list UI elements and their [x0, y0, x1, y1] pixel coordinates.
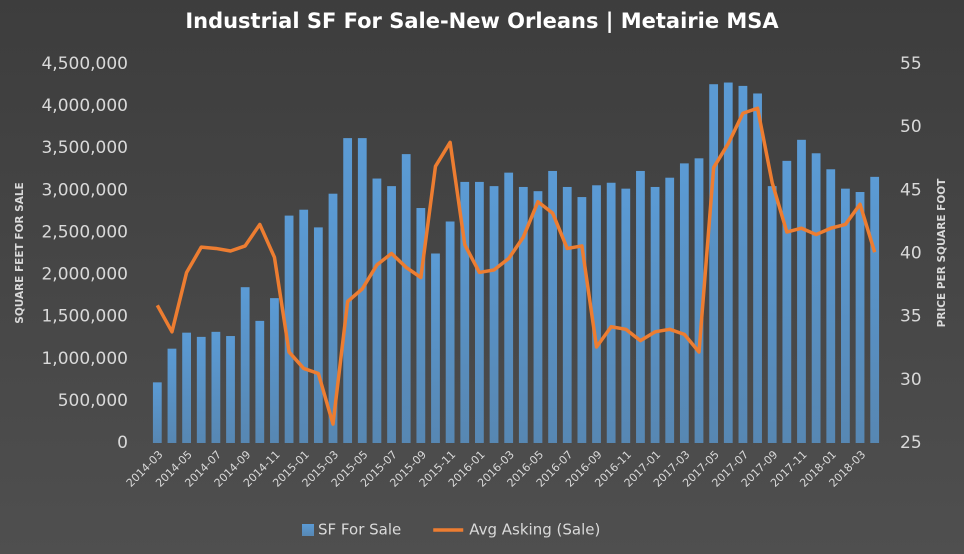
- bar: [328, 193, 338, 443]
- bar: [416, 208, 426, 443]
- y-tick-label: 1,000,000: [41, 349, 128, 369]
- bar: [650, 186, 660, 443]
- bar: [870, 176, 880, 443]
- bar: [167, 348, 177, 443]
- bar: [504, 172, 514, 443]
- legend-label: Avg Asking (Sale): [469, 521, 600, 539]
- bar: [211, 331, 221, 443]
- y-tick-label: 1,500,000: [41, 307, 128, 327]
- bar: [226, 336, 235, 443]
- bar: [182, 332, 191, 443]
- bar: [841, 188, 850, 443]
- y-axis-title: SQUARE FEET FOR SALE: [14, 182, 26, 323]
- bar: [313, 227, 323, 443]
- bar: [665, 177, 675, 443]
- y2-tick-label: 35: [900, 307, 922, 327]
- bar: [592, 185, 601, 443]
- y2-tick-label: 55: [900, 54, 922, 74]
- bar: [577, 197, 587, 443]
- bar: [797, 139, 806, 444]
- bar: [606, 182, 616, 443]
- y-tick-label: 3,500,000: [41, 138, 128, 158]
- bar: [489, 186, 499, 443]
- bar: [826, 169, 836, 443]
- y-tick-label: 3,000,000: [41, 180, 128, 200]
- chart-title: Industrial SF For Sale-New Orleans | Met…: [185, 9, 779, 34]
- bar: [343, 138, 353, 444]
- line: [155, 106, 877, 426]
- bar: [270, 298, 279, 443]
- bar: [767, 186, 777, 443]
- bar: [694, 158, 704, 443]
- bar: [679, 163, 689, 444]
- bar: [299, 209, 309, 443]
- bar: [636, 170, 645, 443]
- legend-label: SF For Sale: [318, 521, 401, 539]
- y2-tick-label: 25: [900, 433, 922, 453]
- bar: [196, 336, 206, 443]
- bar: [738, 85, 748, 444]
- bar: [475, 181, 484, 443]
- bar: [811, 153, 821, 443]
- y-tick-label: 4,500,000: [41, 54, 128, 74]
- bar: [284, 215, 294, 443]
- y2-tick-label: 30: [900, 370, 922, 390]
- bar: [855, 192, 865, 443]
- bar: [723, 82, 733, 443]
- y-tick-label: 0: [117, 433, 128, 453]
- y-tick-label: 500,000: [58, 391, 128, 411]
- bar: [401, 154, 411, 443]
- bar: [152, 382, 162, 443]
- bar: [445, 221, 455, 443]
- bar: [240, 287, 250, 443]
- bar: [518, 186, 528, 443]
- bar: [431, 253, 440, 443]
- bar: [621, 188, 631, 443]
- bar: [548, 170, 557, 443]
- y2-axis-title: PRICE PER SQUARE FOOT: [936, 178, 948, 328]
- bar: [460, 181, 470, 443]
- y2-tick-label: 50: [900, 117, 922, 137]
- legend-swatch: [302, 524, 314, 536]
- bar: [387, 186, 396, 443]
- bar: [782, 160, 792, 443]
- bar: [709, 84, 719, 444]
- bar: [372, 178, 382, 443]
- y-tick-label: 2,500,000: [41, 222, 128, 242]
- y2-tick-label: 45: [900, 180, 922, 200]
- bar: [533, 191, 543, 443]
- bar: [753, 93, 762, 443]
- y-tick-label: 4,000,000: [41, 96, 128, 116]
- bar: [255, 320, 265, 443]
- y2-tick-label: 40: [900, 244, 922, 264]
- bar: [562, 186, 572, 443]
- y-tick-label: 2,000,000: [41, 265, 128, 285]
